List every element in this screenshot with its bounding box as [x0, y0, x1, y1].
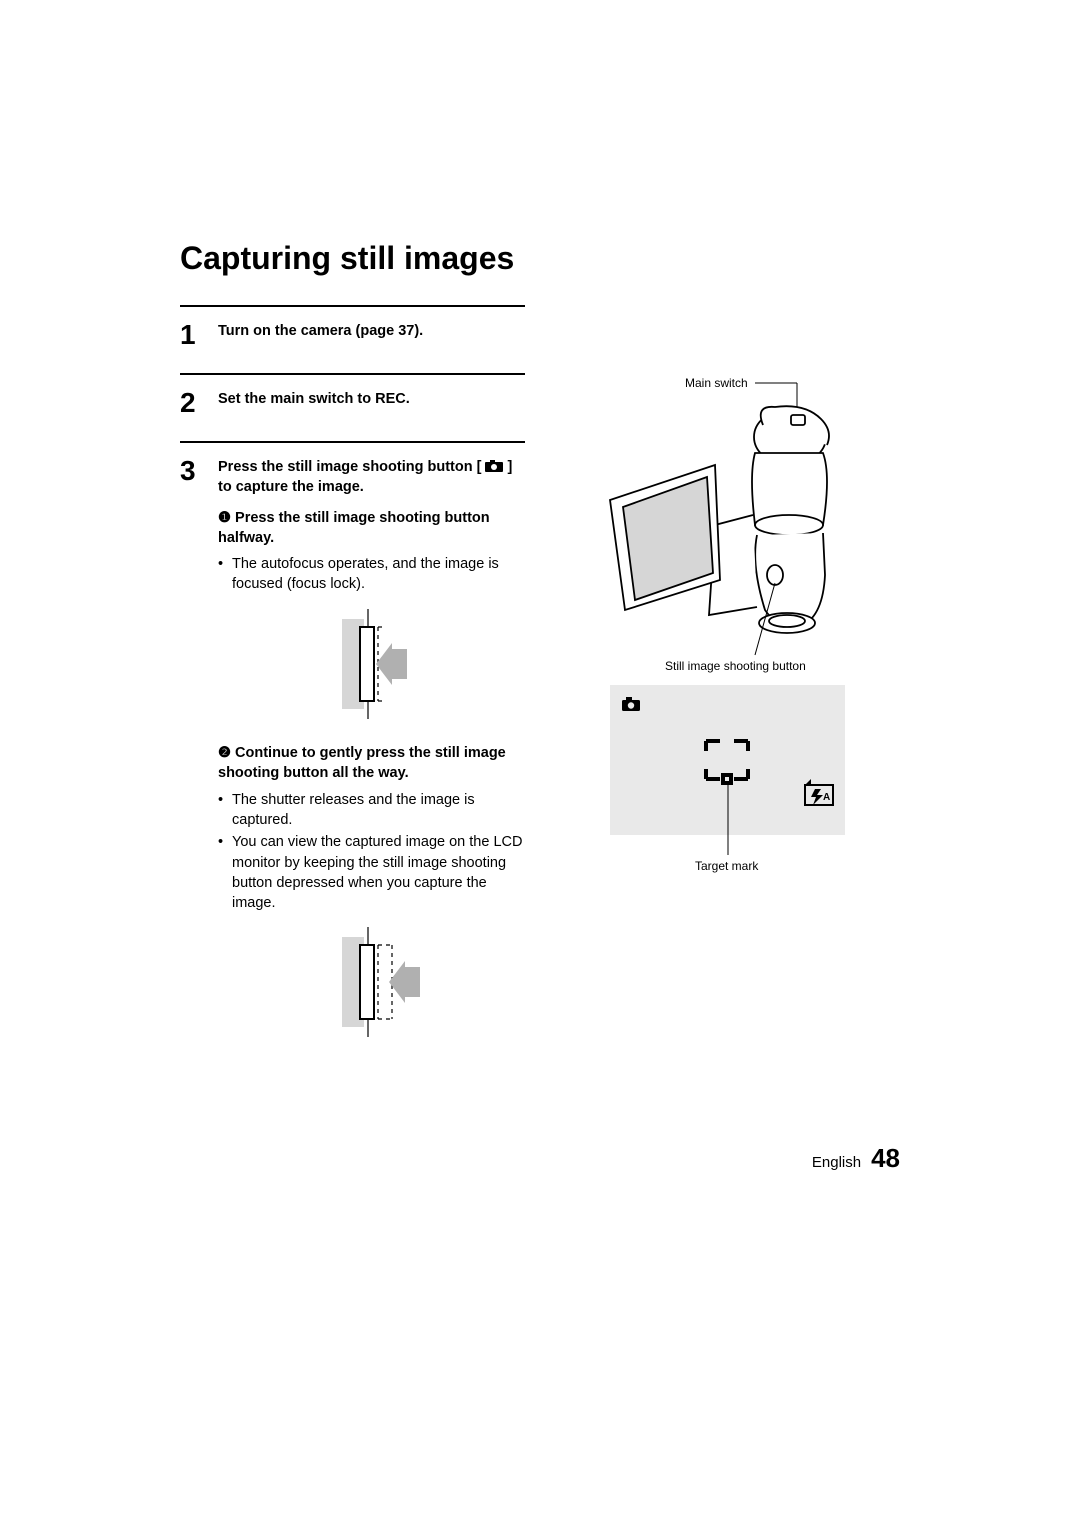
full-press-diagram	[218, 927, 525, 1043]
step-body: Press the still image shooting button [ …	[218, 457, 525, 1062]
bullet-item: The autofocus operates, and the image is…	[218, 554, 525, 595]
step-1: 1 Turn on the camera (page 37).	[180, 305, 525, 373]
camera-body-icon	[610, 406, 829, 633]
substep-marker: ❶	[218, 510, 231, 526]
left-column: 1 Turn on the camera (page 37). 2 Set th…	[180, 305, 525, 1086]
target-mark-label-text: Target mark	[695, 859, 759, 873]
step-heading: Turn on the camera (page 37).	[218, 323, 423, 339]
step-heading: Press the still image shooting button [ …	[218, 459, 512, 495]
step-body: Turn on the camera (page 37).	[218, 321, 525, 349]
main-switch-label-text: Main switch	[685, 376, 748, 390]
svg-text:A: A	[823, 792, 830, 803]
right-column: Main switch	[565, 305, 900, 1086]
footer-lang: English	[812, 1154, 861, 1171]
page-title: Capturing still images	[180, 240, 900, 277]
heading-pre: Press the still image shooting button [	[218, 459, 481, 475]
bullet-item: The shutter releases and the image is ca…	[218, 790, 525, 831]
step-number: 3	[180, 457, 204, 1062]
camera-diagram: Main switch	[565, 375, 900, 880]
substep-2: ❷ Continue to gently press the still ima…	[218, 743, 525, 913]
still-button-label-text: Still image shooting button	[665, 659, 806, 673]
substep-label: ❶ Press the still image shooting button …	[218, 510, 490, 546]
substep-text: Continue to gently press the still image…	[218, 745, 506, 781]
footer-page-number: 48	[871, 1143, 900, 1174]
step-number: 1	[180, 321, 204, 349]
bullet-list: The shutter releases and the image is ca…	[218, 790, 525, 914]
camera-icon	[485, 460, 503, 472]
substep-label: ❷ Continue to gently press the still ima…	[218, 745, 506, 781]
step-body: Set the main switch to REC.	[218, 389, 525, 417]
step-heading: Set the main switch to REC.	[218, 391, 410, 407]
step-number: 2	[180, 389, 204, 417]
bullet-list: The autofocus operates, and the image is…	[218, 554, 525, 595]
page-footer: English 48	[812, 1143, 900, 1174]
bullet-item: You can view the captured image on the L…	[218, 832, 525, 913]
substep-text: Press the still image shooting button ha…	[218, 510, 490, 546]
page: Capturing still images 1 Turn on the cam…	[0, 0, 1080, 1529]
substep-1: ❶ Press the still image shooting button …	[218, 508, 525, 595]
step-3: 3 Press the still image shooting button …	[180, 441, 525, 1086]
substep-marker: ❷	[218, 745, 231, 761]
step-2: 2 Set the main switch to REC.	[180, 373, 525, 441]
halfway-press-diagram	[218, 609, 525, 725]
content-columns: 1 Turn on the camera (page 37). 2 Set th…	[180, 305, 900, 1086]
